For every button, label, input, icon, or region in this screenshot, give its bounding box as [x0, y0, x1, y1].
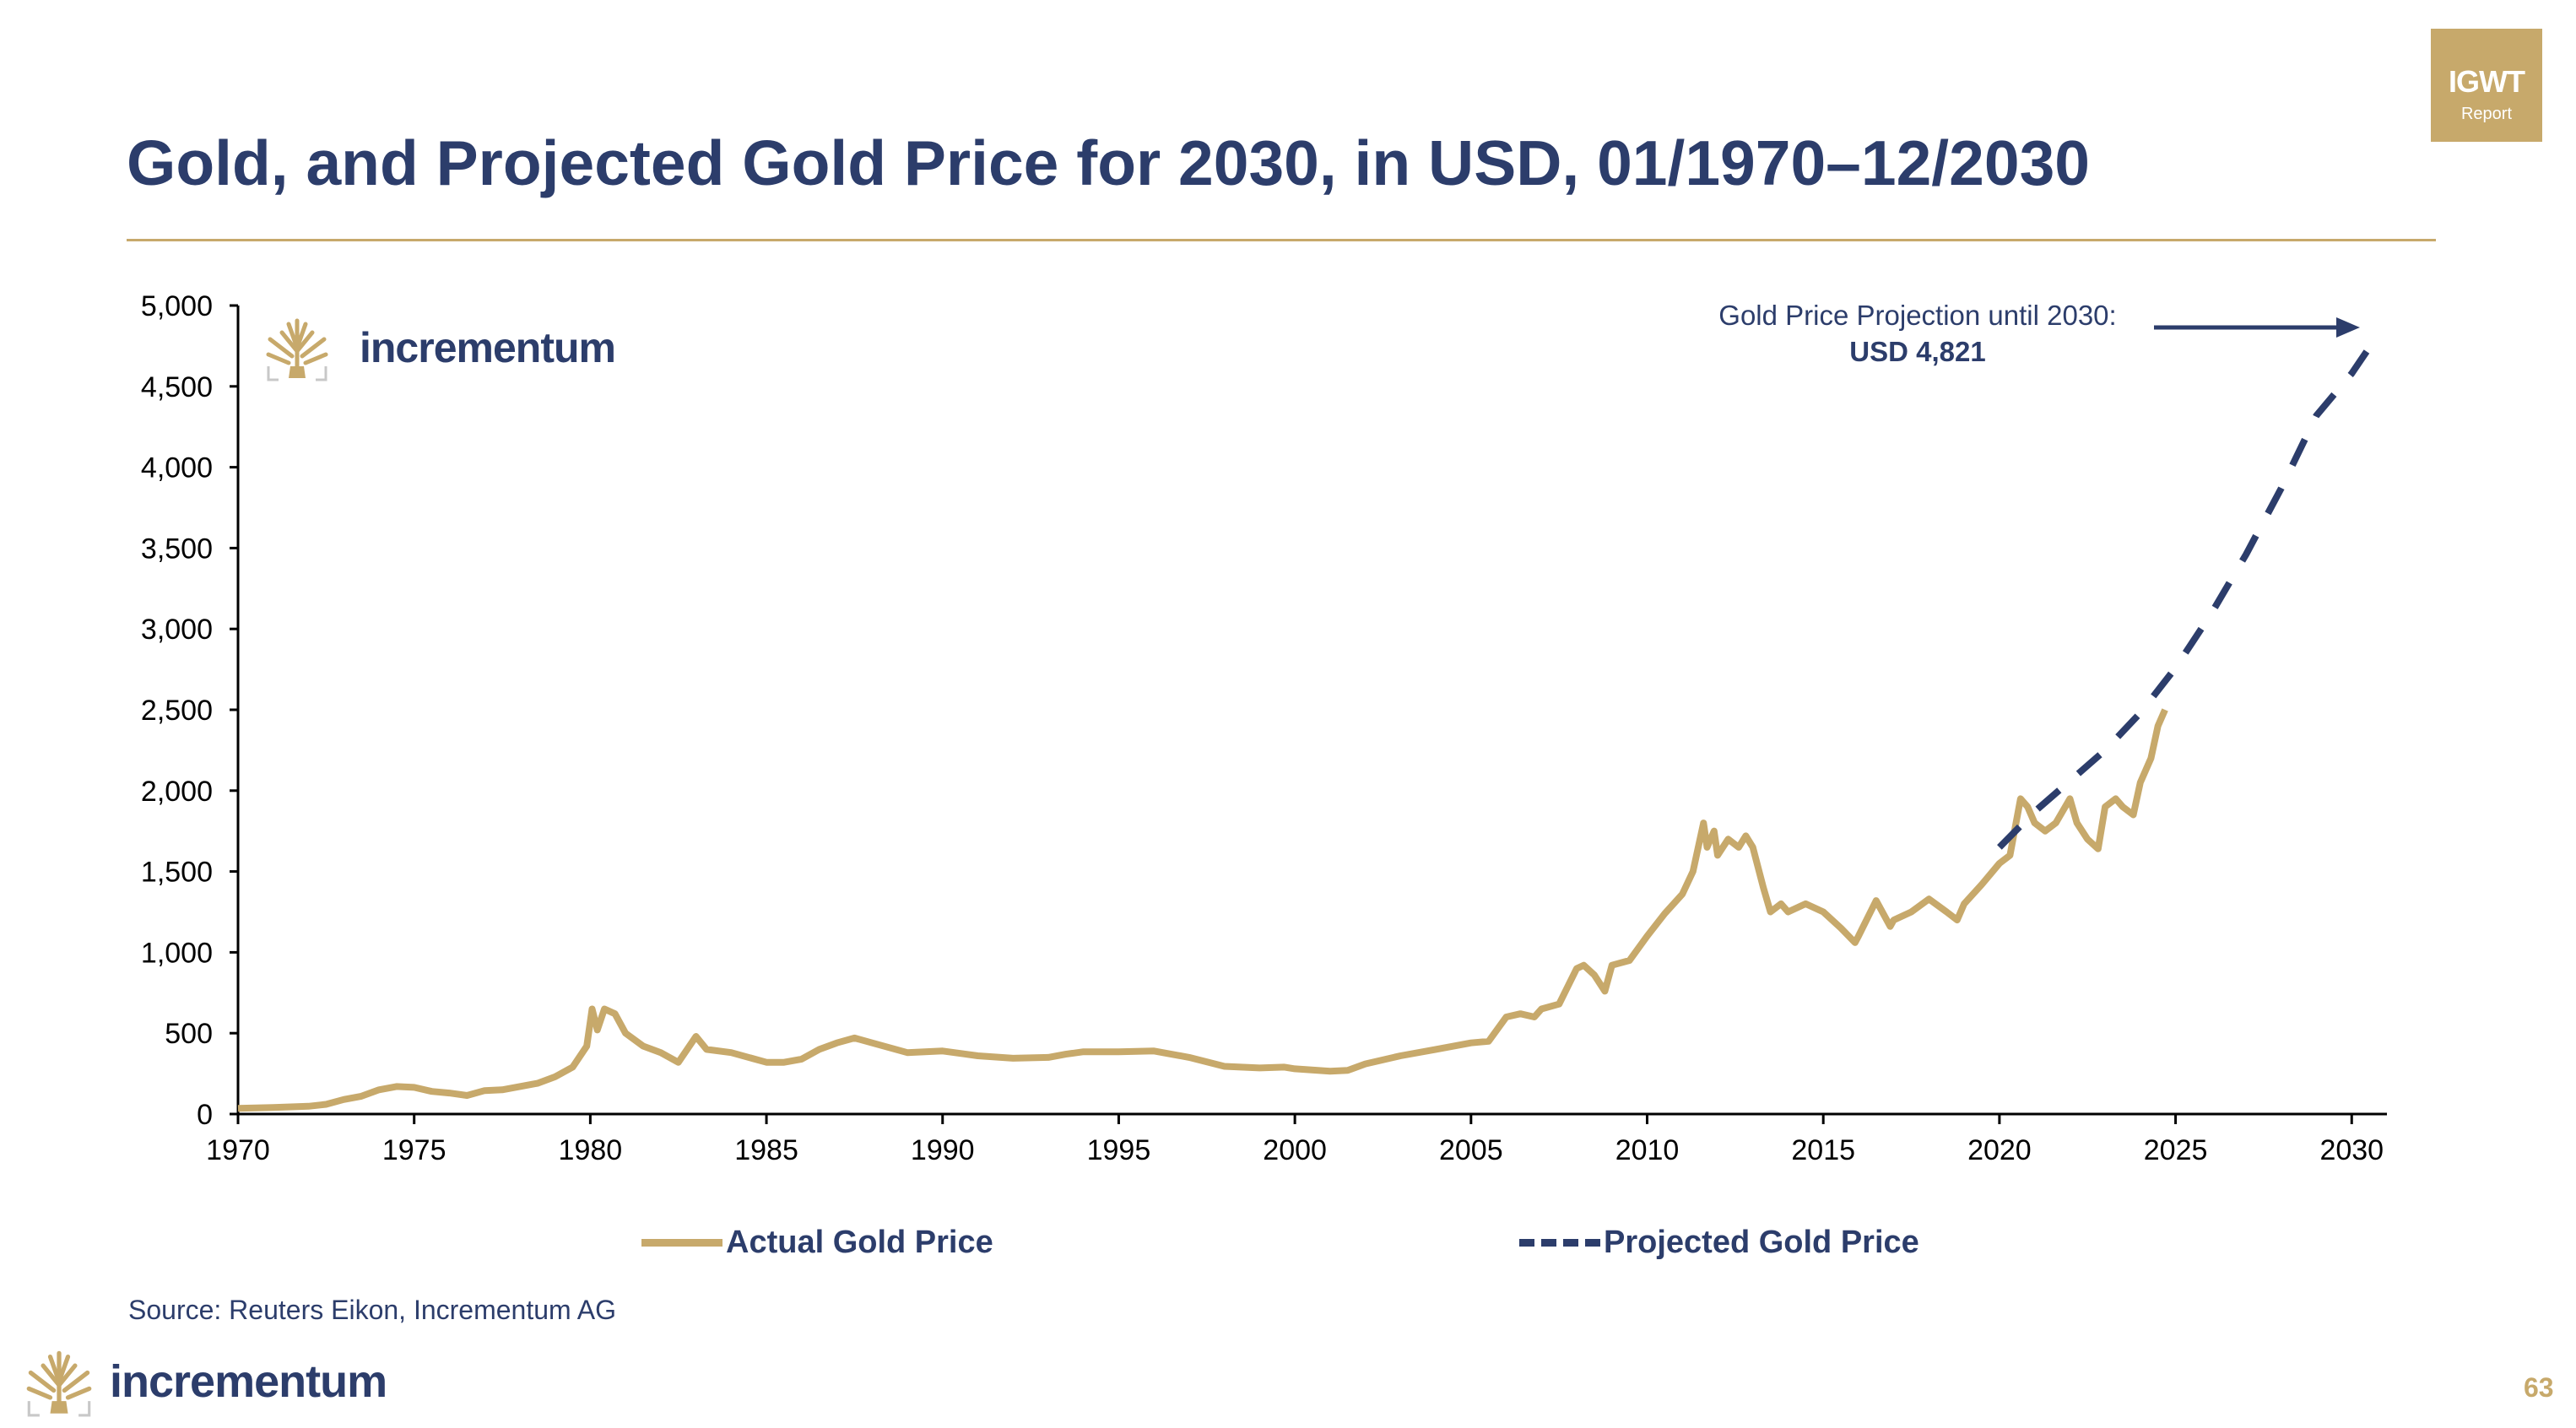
y-tick-label: 2,000 [141, 776, 213, 808]
x-tick-label: 2025 [2144, 1134, 2208, 1166]
tree-logo-icon [26, 1350, 92, 1417]
footer-logo-word: incrementum [110, 1356, 387, 1407]
annotation-text: Gold Price Projection until 2030: [1718, 300, 2116, 331]
x-tick-label: 2030 [2319, 1134, 2384, 1166]
page-number: 63 [2524, 1372, 2554, 1403]
arrow-head [2336, 317, 2360, 338]
x-tick-label: 1985 [734, 1134, 798, 1166]
badge-title: IGWT [2449, 64, 2525, 99]
tree-logo-icon [266, 318, 328, 381]
y-tick-label: 0 [197, 1099, 213, 1131]
legend-label-projected: Projected Gold Price [1604, 1224, 1919, 1260]
badge-subtitle: Report [2460, 105, 2513, 123]
series-line-projected [1997, 333, 2381, 850]
x-tick-label: 2020 [1967, 1134, 2032, 1166]
y-tick-label: 1,500 [141, 857, 213, 889]
footer-logo: incrementum [24, 1344, 387, 1420]
legend-item-actual: Actual Gold Price [641, 1221, 993, 1263]
y-tick-label: 4,000 [141, 452, 213, 484]
y-tick-label: 5,000 [141, 290, 213, 322]
legend-label-actual: Actual Gold Price [726, 1224, 993, 1260]
x-tick-label: 1975 [382, 1134, 446, 1166]
y-tick-label: 1,000 [141, 937, 213, 969]
y-tick-label: 3,000 [141, 614, 213, 646]
chart-logo-word: incrementum [360, 324, 616, 371]
x-tick-label: 1980 [559, 1134, 623, 1166]
y-tick-label: 500 [165, 1018, 213, 1050]
x-tick-label: 2010 [1615, 1134, 1680, 1166]
title-divider [127, 239, 2436, 241]
igwt-badge: IGWT Report [2431, 29, 2542, 142]
page-title: Gold, and Projected Gold Price for 2030,… [127, 127, 2090, 198]
legend-item-projected: Projected Gold Price [1519, 1221, 1919, 1263]
x-tick-label: 2000 [1263, 1134, 1327, 1166]
x-tick-label: 2015 [1791, 1134, 1855, 1166]
series-line-actual [237, 708, 2168, 1112]
y-tick-label: 4,500 [141, 371, 213, 403]
x-tick-label: 1990 [911, 1134, 975, 1166]
y-tick-label: 3,500 [141, 533, 213, 565]
x-tick-label: 1995 [1087, 1134, 1151, 1166]
x-tick-label: 1970 [206, 1134, 270, 1166]
annotation-value: USD 4,821 [1849, 336, 1985, 367]
legend-swatch-projected [1519, 1238, 1600, 1247]
legend-swatch-actual [641, 1238, 722, 1247]
chart-logo: incrementum [263, 314, 616, 381]
y-tick-label: 2,500 [141, 695, 213, 727]
x-tick-label: 2005 [1439, 1134, 1503, 1166]
source-note: Source: Reuters Eikon, Incrementum AG [128, 1295, 617, 1325]
